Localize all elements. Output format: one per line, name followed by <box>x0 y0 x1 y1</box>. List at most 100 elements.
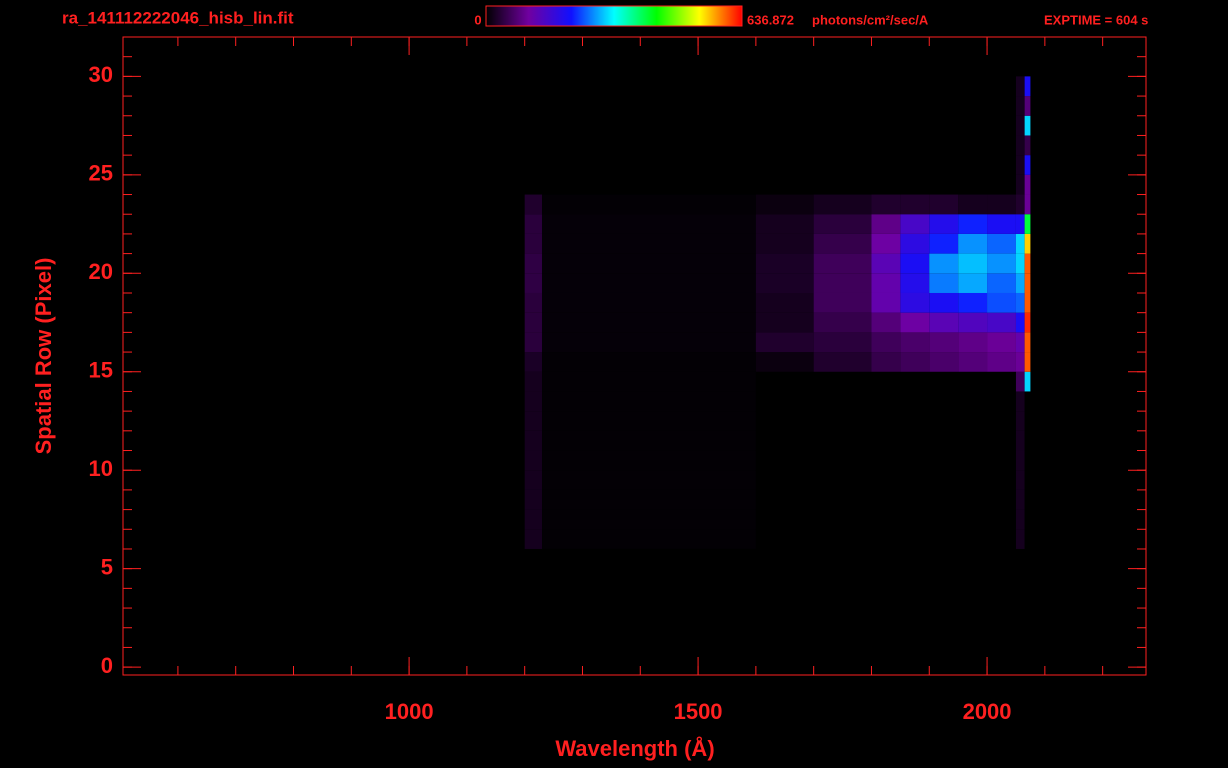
heatmap-cell <box>900 450 930 471</box>
heatmap-cell <box>871 332 901 353</box>
heatmap-cell <box>1024 292 1031 313</box>
heatmap-cell <box>755 450 814 471</box>
heatmap-cell <box>900 214 930 234</box>
heatmap-cell <box>987 292 1016 313</box>
heatmap-cell <box>871 292 901 313</box>
y-tick-label: 30 <box>89 62 113 87</box>
heatmap-cell <box>813 489 872 510</box>
heatmap-cell <box>958 312 988 333</box>
heatmap-cell <box>542 450 756 471</box>
heatmap-cell <box>871 76 901 97</box>
heatmap-cell <box>542 470 756 490</box>
heatmap-cell <box>871 352 901 372</box>
heatmap-cell <box>542 253 756 274</box>
heatmap-cell <box>900 489 930 510</box>
heatmap-cell <box>929 411 959 431</box>
heatmap-cell <box>524 115 543 136</box>
heatmap-cell <box>900 470 930 490</box>
heatmap-cell <box>900 292 930 313</box>
heatmap-cell <box>900 96 930 116</box>
heatmap-cell <box>929 391 959 412</box>
heatmap-cell <box>1015 509 1025 530</box>
heatmap-cell <box>1015 273 1025 293</box>
heatmap-cell <box>900 233 930 254</box>
heatmap-cell <box>813 332 872 353</box>
heatmap-cell <box>524 155 543 175</box>
heatmap-cell <box>542 489 756 510</box>
heatmap-cell <box>987 253 1016 274</box>
heatmap-cell <box>1015 96 1025 116</box>
heatmap-cell <box>1015 470 1025 490</box>
heatmap-cell <box>871 470 901 490</box>
heatmap-cell <box>813 214 872 234</box>
heatmap-cell <box>987 529 1016 549</box>
heatmap-cell <box>1024 253 1031 274</box>
heatmap-cell <box>987 450 1016 471</box>
heatmap-cell <box>755 371 814 392</box>
heatmap-cell <box>542 135 756 156</box>
heatmap-cell <box>755 135 814 156</box>
colorbar-max-label: 636.872 <box>747 12 794 27</box>
heatmap-cell <box>542 96 756 116</box>
heatmap-cell <box>524 214 543 234</box>
heatmap-cell <box>987 115 1016 136</box>
heatmap-cell <box>755 312 814 333</box>
heatmap-cell <box>1024 352 1031 372</box>
colorbar-unit-label: photons/cm²/sec/A <box>812 12 929 27</box>
heatmap-cell <box>813 411 872 431</box>
heatmap-cell <box>900 174 930 195</box>
heatmap-cell <box>524 411 543 431</box>
heatmap-cell <box>929 233 959 254</box>
heatmap-cell <box>755 273 814 293</box>
heatmap-cell <box>524 233 543 254</box>
heatmap-cell <box>987 430 1016 451</box>
heatmap-cell <box>987 135 1016 156</box>
heatmap-cell <box>524 332 543 353</box>
heatmap-cell <box>958 430 988 451</box>
heatmap-cell <box>987 470 1016 490</box>
heatmap-cell <box>1024 214 1031 234</box>
y-tick-label: 20 <box>89 259 113 284</box>
heatmap-cell <box>1024 273 1031 293</box>
heatmap-cell <box>900 509 930 530</box>
heatmap-cell <box>929 155 959 175</box>
heatmap-cell <box>871 174 901 195</box>
heatmap-cell <box>958 76 988 97</box>
heatmap-cell <box>1015 194 1025 215</box>
heatmap-cell <box>755 174 814 195</box>
heatmap-cell <box>987 489 1016 510</box>
heatmap-cell <box>900 529 930 549</box>
heatmap-cell <box>1024 430 1031 451</box>
y-axis-label: Spatial Row (Pixel) <box>31 258 56 455</box>
heatmap-cell <box>958 214 988 234</box>
heatmap-cell <box>929 96 959 116</box>
heatmap-cell <box>871 253 901 274</box>
heatmap-cell <box>813 253 872 274</box>
heatmap-cell <box>542 115 756 136</box>
heatmap-cell <box>524 253 543 274</box>
heatmap-cell <box>542 155 756 175</box>
heatmap-cell <box>755 96 814 116</box>
heatmap-cell <box>900 135 930 156</box>
heatmap-cell <box>871 450 901 471</box>
heatmap-cell <box>524 194 543 215</box>
heatmap-cell <box>1015 135 1025 156</box>
heatmap-cell <box>524 509 543 530</box>
heatmap-cell <box>987 233 1016 254</box>
heatmap-cell <box>813 135 872 156</box>
heatmap-cell <box>987 76 1016 97</box>
y-tick-label: 10 <box>89 456 113 481</box>
heatmap-cell <box>755 214 814 234</box>
heatmap-cell <box>524 450 543 471</box>
heatmap-cell <box>755 509 814 530</box>
heatmap-cell <box>1015 352 1025 372</box>
heatmap-cell <box>958 470 988 490</box>
heatmap-cell <box>755 292 814 313</box>
heatmap-cell <box>542 352 756 372</box>
heatmap-cell <box>987 352 1016 372</box>
heatmap-cell <box>958 352 988 372</box>
heatmap-cell <box>900 371 930 392</box>
heatmap-cell <box>1015 174 1025 195</box>
heatmap-cell <box>524 273 543 293</box>
heatmap-cell <box>542 529 756 549</box>
